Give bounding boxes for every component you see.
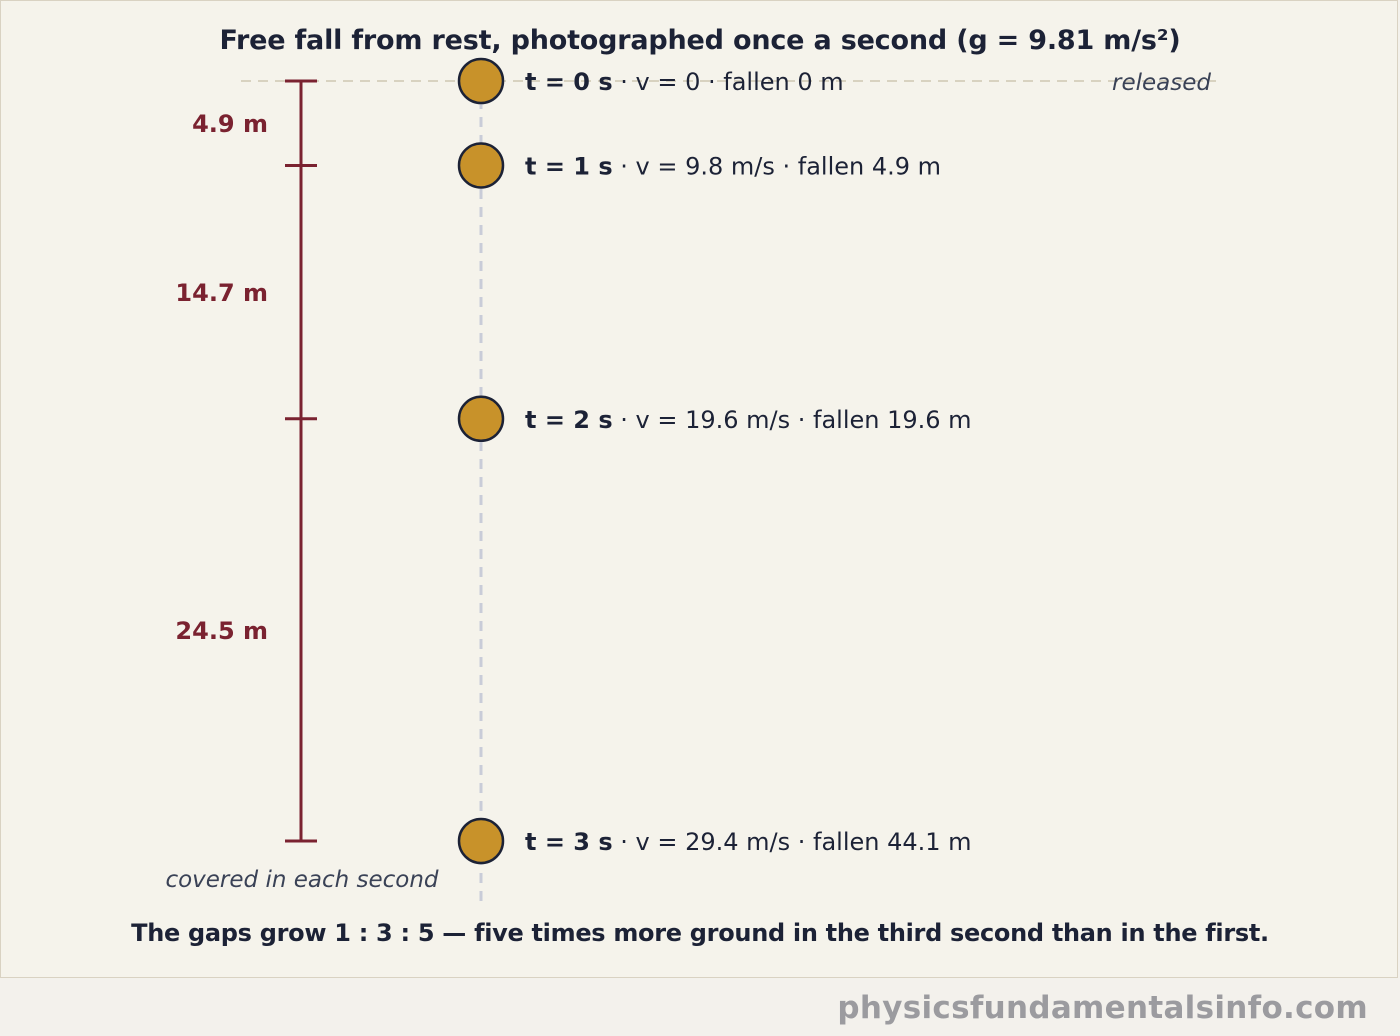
interval-bar-group: 4.9 m 14.7 m 24.5 m <box>175 79 317 843</box>
diagram-title: Free fall from rest, photographed once a… <box>219 25 1181 56</box>
interval-caption: covered in each second <box>165 867 438 893</box>
snapshot-time: t = 3 s <box>525 828 613 856</box>
snapshot-detail: · v = 29.4 m/s · fallen 44.1 m <box>613 828 972 856</box>
snapshot-time: t = 2 s <box>525 406 613 434</box>
snapshot-label: t = 3 s · v = 29.4 m/s · fallen 44.1 m <box>525 828 972 856</box>
figure-panel: Free fall from rest, photographed once a… <box>0 0 1398 978</box>
ball-snapshot <box>457 57 505 105</box>
interval-distance-label: 4.9 m <box>192 110 268 138</box>
interval-distance-label: 14.7 m <box>175 279 268 307</box>
diagram-caption: The gaps grow 1 : 3 : 5 — five times mor… <box>131 919 1269 947</box>
free-fall-diagram: released 4.9 m 14.7 m 24.5 m t = 0 s · v =… <box>165 57 1216 901</box>
ball-snapshot <box>457 817 505 865</box>
ball-snapshot <box>457 395 505 443</box>
snapshot-label: t = 2 s · v = 19.6 m/s · fallen 19.6 m <box>525 406 972 434</box>
interval-distance-label: 24.5 m <box>175 617 268 645</box>
released-label: released <box>1112 70 1211 96</box>
snapshot-group: t = 0 s · v = 0 · fallen 0 m t = 1 s · v … <box>457 57 972 865</box>
snapshot-label: t = 1 s · v = 9.8 m/s · fallen 4.9 m <box>525 152 941 180</box>
snapshot-time: t = 1 s <box>525 152 613 180</box>
snapshot-detail: · v = 0 · fallen 0 m <box>613 68 844 96</box>
site-watermark: physicsfundamentalsinfo.com <box>837 990 1368 1026</box>
snapshot-time: t = 0 s <box>525 68 613 96</box>
snapshot-label: t = 0 s · v = 0 · fallen 0 m <box>525 68 844 96</box>
ball-snapshot <box>457 142 505 189</box>
snapshot-detail: · v = 19.6 m/s · fallen 19.6 m <box>613 406 972 434</box>
snapshot-detail: · v = 9.8 m/s · fallen 4.9 m <box>613 152 941 180</box>
